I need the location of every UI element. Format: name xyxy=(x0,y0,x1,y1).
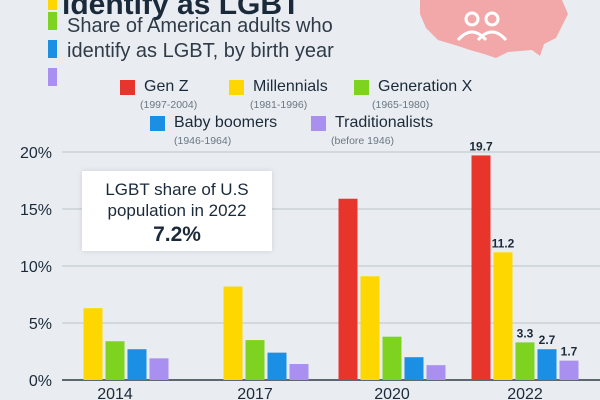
bar xyxy=(360,276,380,380)
legend-swatch xyxy=(150,116,165,131)
y-tick-label: 20% xyxy=(20,145,52,162)
subtitle-accent-stripe xyxy=(48,12,57,30)
data-label: 19.7 xyxy=(469,139,493,153)
y-tick-label: 0% xyxy=(29,373,52,390)
chart-subtitle: Share of American adults who identify as… xyxy=(67,15,334,62)
bar xyxy=(404,357,424,380)
x-tick-label: 2014 xyxy=(97,386,133,400)
legend-years: (1946-1964) xyxy=(174,135,232,147)
x-tick-label: 2020 xyxy=(374,386,410,400)
data-label: 3.3 xyxy=(517,326,534,340)
y-axis-labels: 0% 5% 10% 15% 20% xyxy=(20,145,52,390)
bars: 19.7 11.2 3.3 2.7 1.7 xyxy=(83,139,579,380)
us-map-people-icon xyxy=(420,0,568,58)
us-map-icon xyxy=(420,0,568,58)
y-tick-label: 10% xyxy=(20,259,52,276)
data-label: 11.2 xyxy=(492,236,515,250)
legend-label: Generation X xyxy=(378,78,473,95)
bar xyxy=(382,336,402,380)
legend-years: (1981-1996) xyxy=(250,99,308,111)
legend-label: Millennials xyxy=(253,78,328,95)
legend-years: (1965-1980) xyxy=(372,99,430,111)
legend-years: (1997-2004) xyxy=(140,99,198,111)
y-tick-label: 15% xyxy=(20,202,52,219)
bar xyxy=(105,341,125,380)
x-tick-label: 2022 xyxy=(507,386,543,400)
bar xyxy=(149,358,169,380)
bar xyxy=(338,198,358,380)
legend-years: (before 1946) xyxy=(331,135,395,147)
bar xyxy=(289,364,309,380)
subtitle-accent-stripe xyxy=(48,68,57,86)
bar xyxy=(471,155,491,380)
legend-swatch xyxy=(120,80,135,95)
bar xyxy=(245,340,265,380)
bar xyxy=(223,286,243,380)
legend-label: Baby boomers xyxy=(174,114,278,131)
data-label: 1.7 xyxy=(561,345,578,359)
people-icon xyxy=(456,11,508,42)
callout-value: 7.2% xyxy=(153,223,201,246)
legend-swatch xyxy=(311,116,326,131)
stat-callout: LGBT share of U.S population in 2022 7.2… xyxy=(82,171,272,251)
bar xyxy=(127,349,147,380)
bar xyxy=(83,308,103,380)
x-tick-label: 2017 xyxy=(237,386,273,400)
bar xyxy=(493,252,513,380)
title-accent-stripe xyxy=(48,0,57,10)
subtitle-accent-stripe xyxy=(48,40,57,58)
callout-text: LGBT share of U.S population in 2022 xyxy=(105,180,249,220)
bar xyxy=(559,360,579,380)
data-label: 2.7 xyxy=(539,333,556,347)
bar xyxy=(515,342,535,380)
x-axis-labels: 2014 2017 2020 2022 xyxy=(97,386,543,400)
bar xyxy=(426,365,446,380)
legend-swatch xyxy=(229,80,244,95)
legend-label: Gen Z xyxy=(144,78,189,95)
bar xyxy=(537,349,557,380)
legend-swatch xyxy=(354,80,369,95)
bar xyxy=(267,352,287,380)
y-tick-label: 5% xyxy=(29,316,52,333)
chart-title: identify as LGBT xyxy=(62,0,301,21)
legend-label: Traditionalists xyxy=(335,114,434,131)
